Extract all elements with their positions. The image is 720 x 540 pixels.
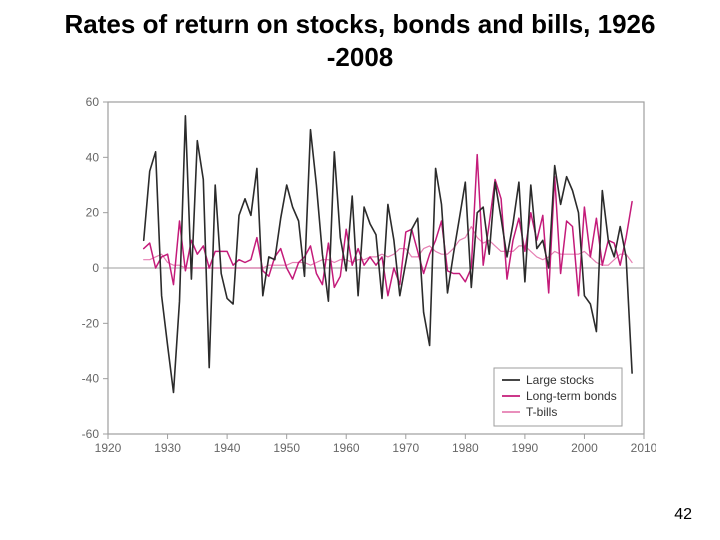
x-tick-label: 1990 (512, 441, 539, 455)
series-long-term-bonds (144, 155, 632, 296)
slide-title: Rates of return on stocks, bonds and bil… (0, 0, 720, 77)
x-tick-label: 1920 (95, 441, 122, 455)
chart-svg: -60 -40 -20 0 20 40 60 1920 1930 1940 1950 1960 1970… (64, 92, 656, 464)
y-tick-label: 40 (86, 150, 100, 164)
x-tick-label: 2010 (631, 441, 656, 455)
y-tick-label: -40 (82, 372, 100, 386)
x-tick-label: 1980 (452, 441, 479, 455)
legend-label: T-bills (526, 405, 557, 419)
y-tick-label: -20 (82, 316, 100, 330)
y-tick-label: 60 (86, 95, 100, 109)
y-tick-label: 20 (86, 206, 100, 220)
x-tick-label: 1950 (273, 441, 300, 455)
y-tick-label: 0 (92, 261, 99, 275)
y-tick-label: -60 (82, 427, 100, 441)
returns-chart: -60 -40 -20 0 20 40 60 1920 1930 1940 1950 1960 1970… (64, 92, 656, 464)
x-tick-label: 1970 (392, 441, 419, 455)
legend-label: Large stocks (526, 373, 594, 387)
x-tick-label: 2000 (571, 441, 598, 455)
page-number: 42 (674, 506, 692, 524)
legend-label: Long-term bonds (526, 389, 617, 403)
x-tick-label: 1930 (154, 441, 181, 455)
x-tick-label: 1960 (333, 441, 360, 455)
x-tick-label: 1940 (214, 441, 241, 455)
